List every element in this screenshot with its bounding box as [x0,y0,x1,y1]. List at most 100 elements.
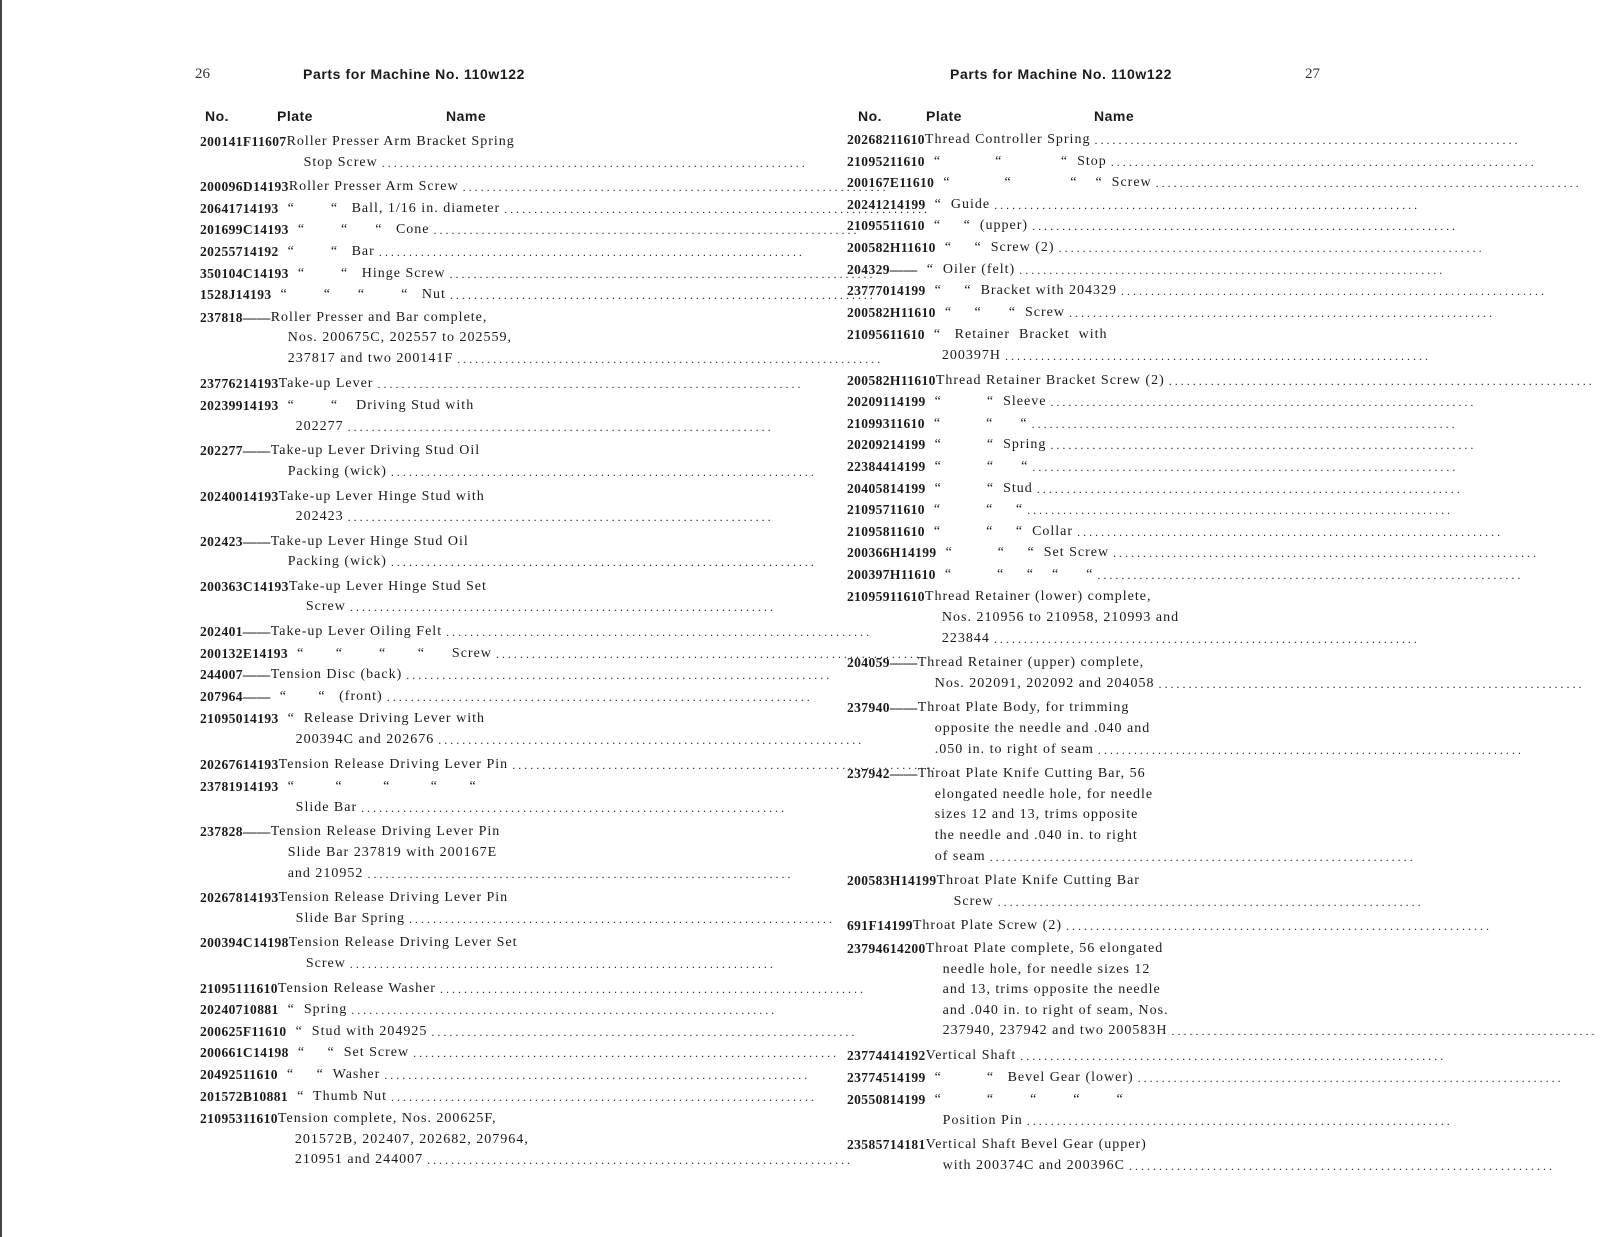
name-line: “ “ “ Set Screw [937,543,1537,564]
name-text: “ “ “ “ Nut [271,287,446,303]
name-text: of seam [934,848,986,864]
part-row: 202557 14192 “ “ Bar [200,242,620,263]
plate-number: 14199 [889,1092,926,1108]
part-row: 205508 14199 “ “ “ “ “ Position Pin [847,1090,1269,1131]
part-name: Thread Retainer (upper) complete, Nos. 20… [918,653,1582,694]
plate-number: 14193 [242,398,279,414]
plate-number: 14199 [889,283,926,299]
name-line: opposite the needle and .040 and [918,719,1521,740]
part-name: “ “ “ Cone [289,220,857,241]
plate-number: 11607 [251,134,287,149]
part-number: 202401 [200,624,243,640]
page-number: 27 [1305,66,1320,82]
part-name: Thread Controller Spring [925,130,1518,151]
name-text: “ “ Bevel Gear (lower) [925,1069,1134,1085]
name-line: and .040 in. to right of seam, Nos. [926,1001,1595,1022]
name-text: 237817 and two 200141F [287,350,454,366]
dot-leader [391,552,814,573]
part-row: 207964 —— “ “ (front) [200,687,620,708]
part-name: Tension Release Driving Lever Pin Slide B… [271,822,791,884]
part-number: 237744 [847,1047,890,1063]
column-header-no: No. [858,108,883,124]
name-text: Position Pin [942,1112,1023,1128]
part-row: 210959 11610 Thread Retainer (lower) compl… [847,587,1269,649]
name-line: “ “ Washer [278,1065,807,1086]
name-line: Roller Presser Arm Bracket Spring [287,132,805,153]
name-line: 223844 [925,629,1417,650]
part-name: “ “ Screw (2) [936,238,1482,259]
name-line: Slide Bar 237819 with 200167E [271,843,791,864]
part-number: 210955 [847,218,890,234]
name-text: “ “ “ “ “ [278,779,477,795]
part-number: 237940 [847,700,890,716]
dot-leader [450,285,873,306]
name-line: Take-up Lever Hinge Stud Oil [271,532,814,553]
part-number: 202092 [847,437,890,453]
part-row: 202678 14193 Tension Release Driving Lever… [200,888,620,929]
dot-leader [427,1150,850,1171]
name-text: “ “ Set Screw [288,1045,410,1061]
name-line: “ “ “ Cone [289,220,857,241]
name-text: “ “ “ [925,458,1029,474]
part-number: 202682 [847,132,890,147]
part-row: 204925 11610 “ “ Washer [200,1065,620,1086]
name-text: Throat Plate Knife Cutting Bar [936,873,1140,889]
part-name: Roller Presser Arm Screw [289,177,886,198]
name-text: Screw [305,955,346,971]
name-text: Tension Disc (back) [270,667,403,683]
name-text: 200394C and 202676 [295,732,435,748]
part-name: “ “ (upper) [925,216,1455,237]
name-text: “ “ Driving Stud with [278,398,475,414]
part-name: Vertical Shaft Bevel Gear (upper) with 20… [926,1135,1552,1176]
name-text: “ “ “ “ “ [935,566,1094,582]
dot-leader [990,847,1413,868]
part-number: 202557 [200,243,243,259]
plate-number: 14193 [242,756,279,772]
name-line: “ “ “ “ Nut [272,285,873,306]
part-row: 237818 —— Roller Presser and Bar complete,… [200,308,620,370]
part-number: 1528J [200,287,236,303]
plate-number: 11610 [889,327,925,343]
dot-leader [431,1022,854,1043]
name-line: Thread Controller Spring [925,130,1518,151]
dot-leader [1050,435,1473,456]
name-line: “ Guide [926,195,1417,216]
plate-number: 11610 [900,566,936,582]
dot-leader [463,177,886,198]
part-number: 237946 [847,940,890,956]
column-header-name: Name [446,108,487,124]
name-text: and 13, trims opposite the needle [942,982,1161,998]
part-name: Throat Plate Body, for trimming opposite … [918,698,1521,760]
part-number: 200583H [847,873,901,889]
dot-leader [1020,1046,1443,1067]
part-row: 200366H 14199 “ “ “ Set Screw [847,543,1269,564]
part-row: 237819 14193 “ “ “ “ “ Slide Bar [200,777,620,818]
part-row: 237770 14199 “ “ Bracket with 204329 [847,281,1269,302]
dot-leader [1138,1068,1561,1089]
part-number: 200397H [847,566,901,582]
part-number: 210953 [200,1111,243,1127]
plate-number: —— [242,624,271,640]
part-row: 200132E 14193 “ “ “ “ Screw [200,644,620,665]
name-line: “ “ “ Stop [925,152,1534,173]
name-line: “ “ Spring [926,435,1474,456]
part-row: 200141F 11607 Roller Presser Arm Bracket S… [200,132,620,173]
part-name: Take-up Lever Hinge Stud Set Screw [289,577,773,618]
part-name: “ “ Bracket with 204329 [926,281,1544,302]
name-text: Stop Screw [303,154,378,170]
dot-leader [1032,457,1455,478]
name-line: “ “ Bracket with 204329 [926,281,1544,302]
plate-number: 11610 [899,175,935,191]
part-name: “ Spring [279,1000,775,1021]
name-line: Tension Disc (back) [271,665,830,686]
plate-number: 14193 [242,890,279,906]
part-name: “ “ (front) [271,687,810,708]
name-line: “ Release Driving Lever with [279,709,862,730]
dot-leader [1097,565,1520,586]
name-line: sizes 12 and 13, trims opposite [918,805,1413,826]
name-line: “ Thumb Nut [288,1087,814,1108]
dot-leader [446,622,869,643]
name-line: “ Stud with 204925 [287,1022,855,1043]
part-row: 200583H 14199 Throat Plate Knife Cutting B… [847,871,1269,912]
name-line: Throat Plate Knife Cutting Bar, 56 [918,764,1413,785]
